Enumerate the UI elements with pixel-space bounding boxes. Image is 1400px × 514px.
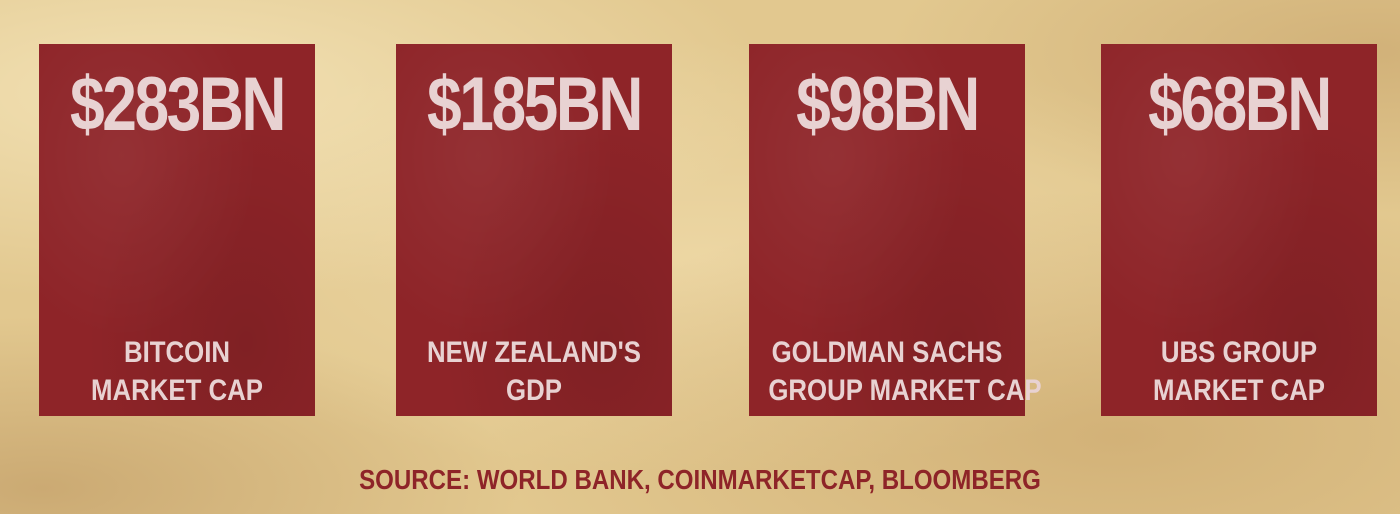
- card-label-line: NEW ZEALAND'S: [427, 336, 641, 369]
- card-label-line: BITCOIN: [123, 336, 231, 369]
- card-value: $185BN: [427, 62, 643, 147]
- card-bitcoin: $283BN BITCOIN MARKET CAP: [39, 44, 315, 416]
- source-caption: SOURCE: WORLD BANK, COINMARKETCAP, BLOOM…: [359, 464, 1041, 495]
- card-label-line: GDP: [506, 374, 562, 407]
- card-label-line: GOLDMAN SACHS: [771, 336, 1003, 369]
- card-label: UBS GROUP MARKET CAP: [1120, 334, 1357, 410]
- card-label: GOLDMAN SACHS GROUP MARKET CAP: [768, 334, 1042, 410]
- card-goldman-sachs: $98BN GOLDMAN SACHS GROUP MARKET CAP: [749, 44, 1042, 416]
- card-label-line: MARKET CAP: [91, 374, 263, 407]
- card-label-line: GROUP MARKET CAP: [768, 374, 1042, 407]
- card-value: $98BN: [796, 62, 980, 147]
- card-ubs-group: $68BN UBS GROUP MARKET CAP: [1101, 44, 1377, 416]
- card-label: NEW ZEALAND'S GDP: [415, 334, 652, 410]
- card-new-zealand: $185BN NEW ZEALAND'S GDP: [396, 44, 672, 416]
- card-label-line: MARKET CAP: [1153, 374, 1325, 407]
- card-label-line: UBS GROUP: [1160, 336, 1318, 369]
- card-value: $68BN: [1148, 62, 1332, 147]
- card-value: $283BN: [70, 62, 286, 147]
- card-label: BITCOIN MARKET CAP: [58, 334, 295, 410]
